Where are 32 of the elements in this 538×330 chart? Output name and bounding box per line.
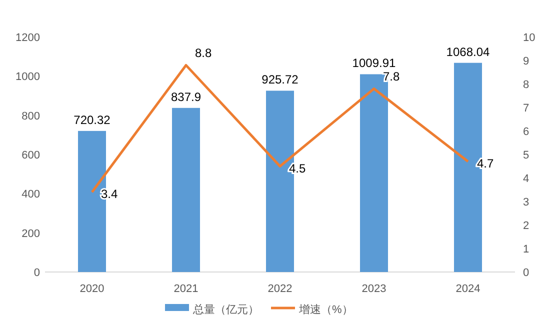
data-label: 720.32 <box>74 112 111 127</box>
y-tick-label: 800 <box>22 110 40 122</box>
y-tick-label: 1000 <box>16 71 40 84</box>
y2-tick-label: 4 <box>523 173 530 185</box>
y2-tick-label: 10 <box>523 32 536 44</box>
x-tick-label: 2023 <box>362 283 386 295</box>
y-tick-label: 200 <box>22 228 40 240</box>
y2-tick-label: 5 <box>523 150 530 162</box>
legend-label: 总量（亿元） <box>192 303 259 316</box>
x-tick-label: 2022 <box>268 283 292 295</box>
y2-tick-label: 6 <box>523 126 530 138</box>
data-label: 837.9 <box>170 90 202 104</box>
data-label: 8.8 <box>195 46 212 60</box>
y-tick-label: 1200 <box>16 32 40 44</box>
x-tick-label: 2021 <box>174 283 198 295</box>
y2-tick-label: 7 <box>523 102 530 114</box>
y2-tick-label: 2 <box>523 220 530 232</box>
x-tick-label: 2020 <box>80 283 104 295</box>
bar <box>172 108 200 272</box>
y2-tick-label: 8 <box>523 79 530 91</box>
data-label: 1009.91 <box>352 56 396 70</box>
y2-tick-label: 1 <box>523 244 530 256</box>
x-tick-label: 2024 <box>456 283 480 295</box>
y-tick-label: 0 <box>34 267 40 279</box>
legend-label: 增速（%） <box>298 303 353 316</box>
y-tick-label: 600 <box>22 150 40 162</box>
data-label: 1068.04 <box>446 44 490 59</box>
y2-tick-label: 3 <box>523 196 530 208</box>
y-tick-label: 400 <box>22 188 40 201</box>
y2-tick-label: 9 <box>523 56 530 68</box>
data-label: 925.72 <box>262 72 299 87</box>
y2-tick-label: 0 <box>523 267 530 279</box>
